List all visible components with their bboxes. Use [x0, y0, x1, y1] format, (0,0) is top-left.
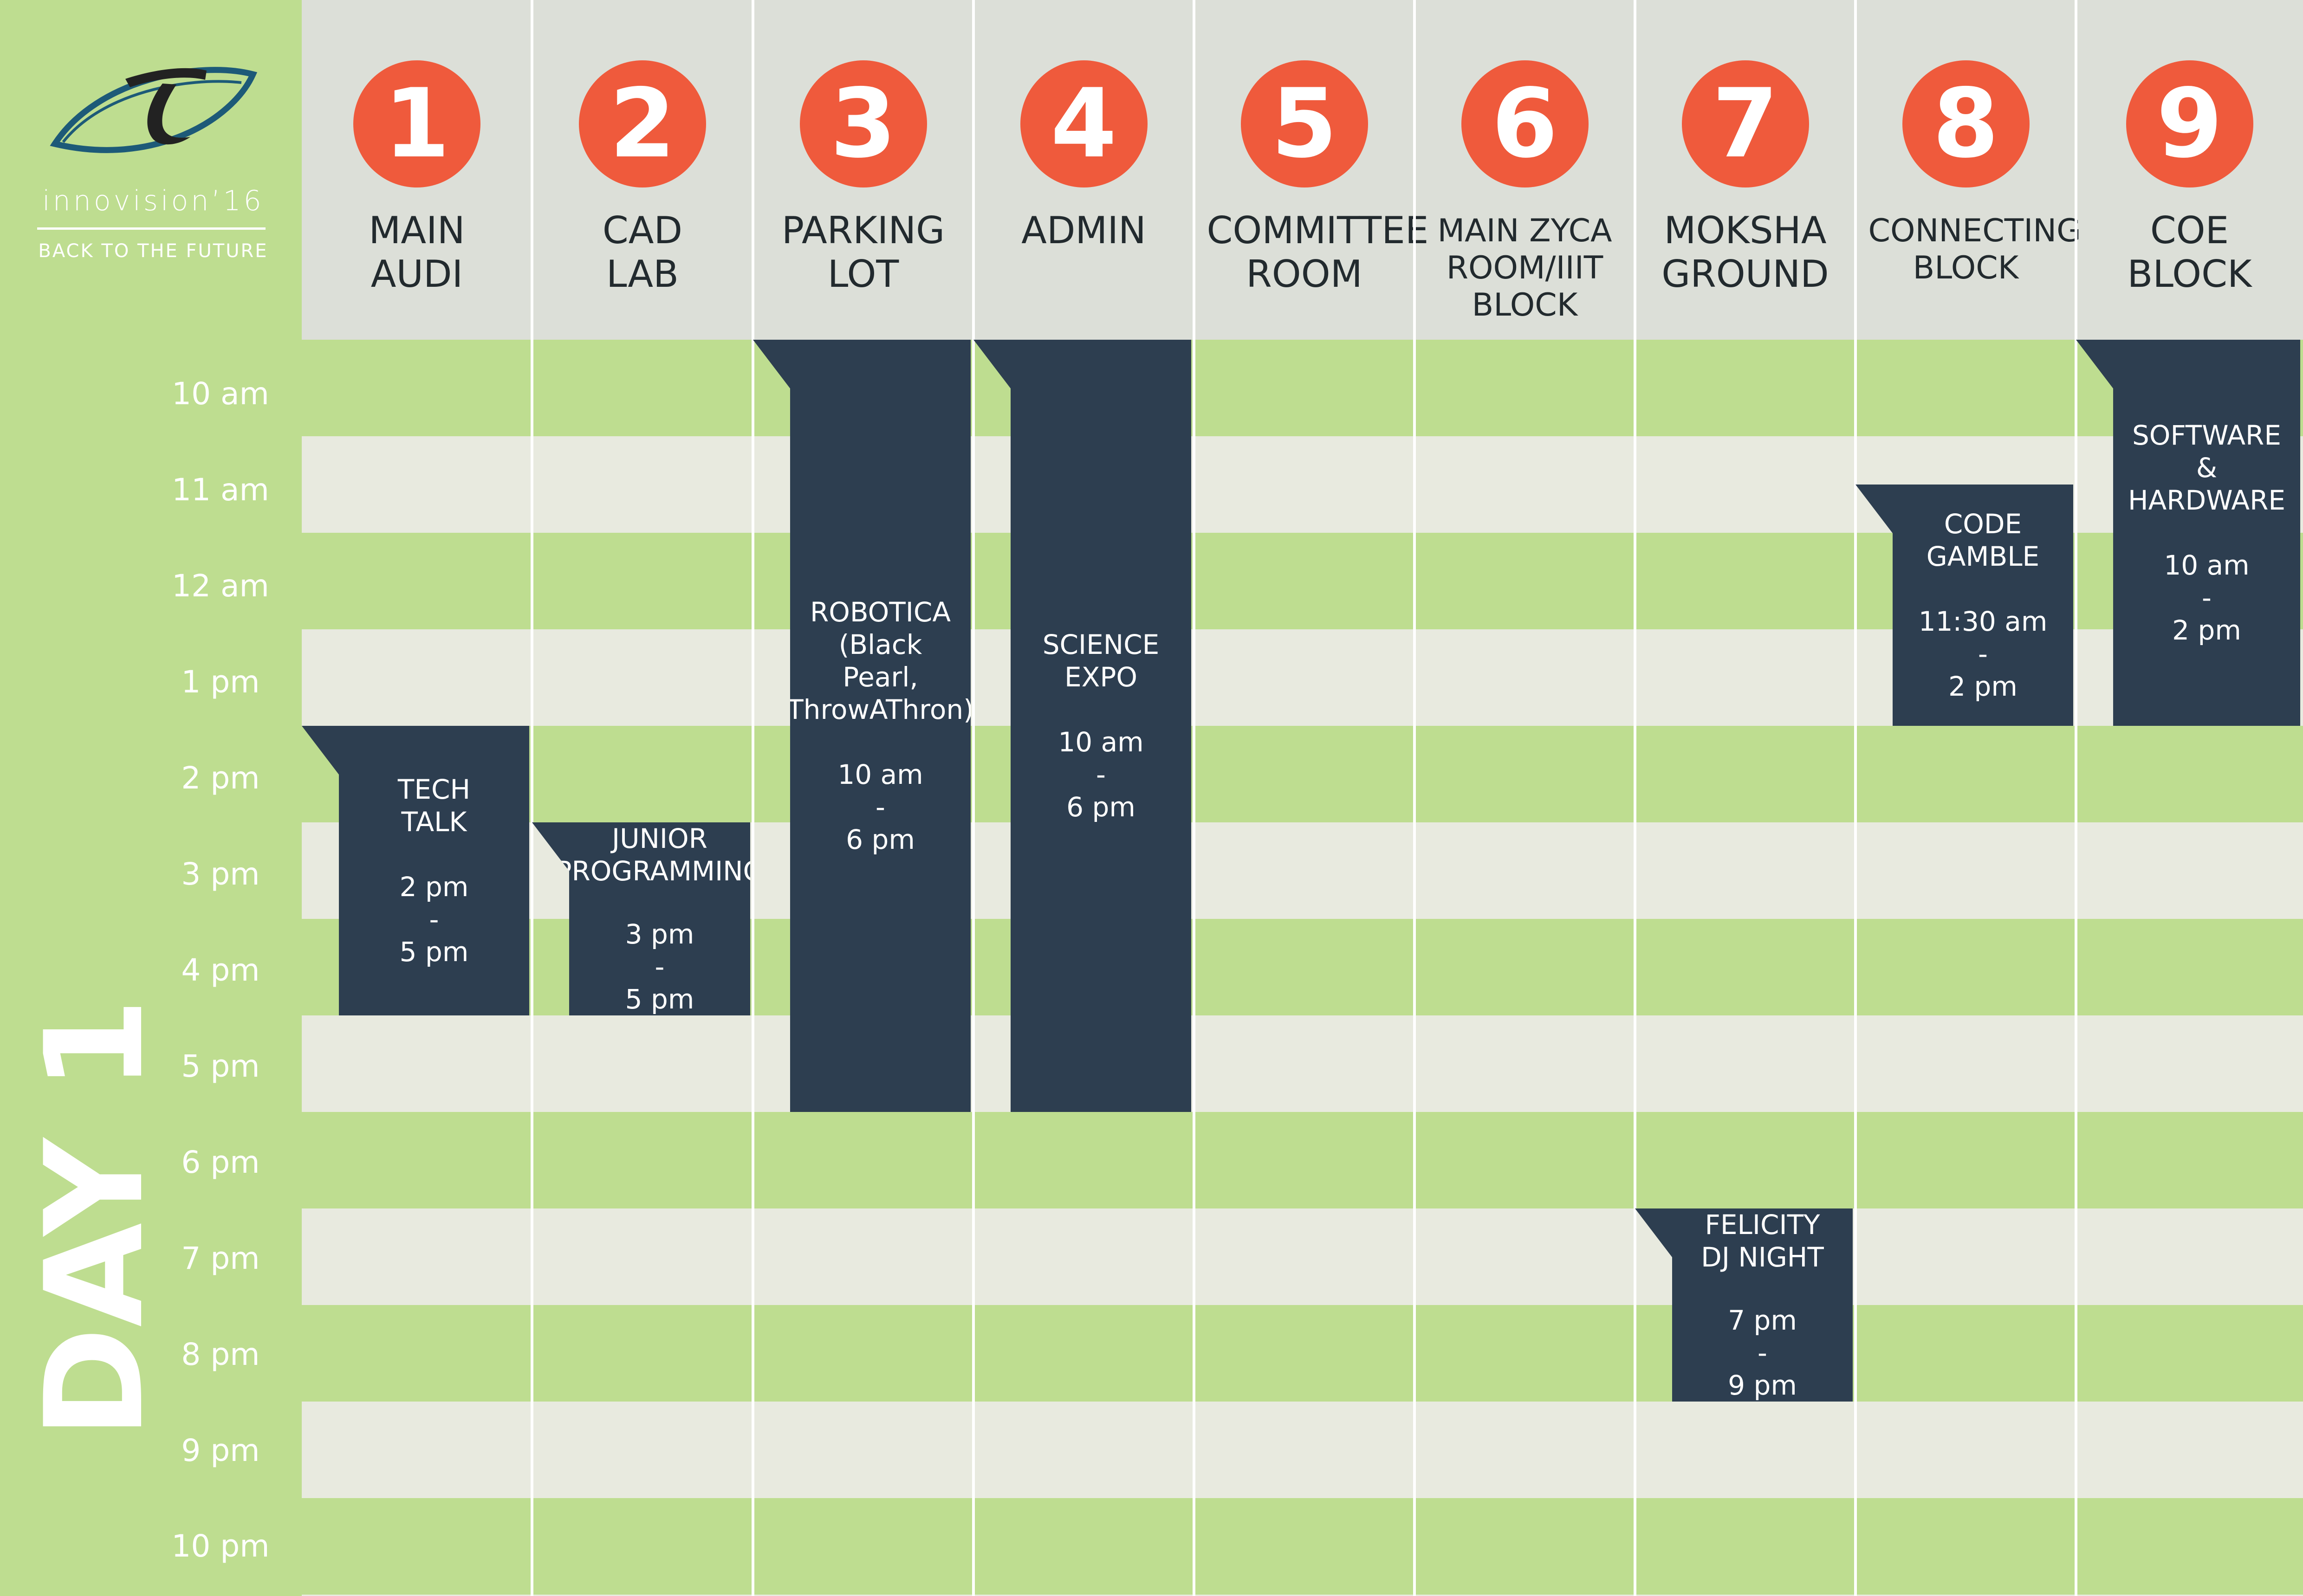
venue-number-badge: 7 [1681, 60, 1809, 187]
event-title: TECH TALK [397, 774, 471, 838]
brand-name: innovision’16 [42, 185, 264, 217]
time-label: 11 am [172, 472, 269, 508]
venue-number-badge: 1 [353, 60, 480, 187]
event-title: SCIENCE EXPO [1042, 629, 1160, 693]
event-time: 10 am - 6 pm [837, 759, 923, 855]
time-label: 1 pm [181, 664, 260, 700]
event-time: 7 pm - 9 pm [1728, 1305, 1797, 1401]
venue-name: CONNECTING BLOCK [1868, 213, 2081, 286]
column-divider [1413, 0, 1416, 1596]
sidebar: innovision’16 BACK TO THE FUTURE 10 am 11… [0, 0, 302, 1596]
venue-number-badge: 2 [579, 60, 706, 187]
day-label: DAY 1 [17, 997, 173, 1439]
venue-number-badge: 4 [1020, 60, 1148, 187]
venue-number-badge: 5 [1240, 60, 1368, 187]
time-label: 5 pm [181, 1048, 260, 1084]
time-label: 9 pm [181, 1433, 260, 1468]
grid-row [302, 726, 2303, 822]
venue-name: COMMITTEE ROOM [1207, 209, 1429, 296]
tagline: BACK TO THE FUTURE [38, 240, 268, 262]
column-divider [972, 0, 975, 1596]
grid-row [302, 1305, 2303, 1402]
event-title: SOFTWARE & HARDWARE [2128, 420, 2286, 516]
grid-row [302, 1402, 2303, 1498]
column-divider [1634, 0, 1636, 1596]
time-label: 7 pm [181, 1241, 260, 1276]
event-time: 10 am - 2 pm [2164, 549, 2250, 646]
event-title: JUNIOR PROGRAMMING [555, 823, 764, 887]
time-label: 10 pm [171, 1528, 270, 1564]
venue-number-badge: 9 [2126, 60, 2253, 187]
time-label: 2 pm [181, 760, 260, 796]
column-divider [531, 0, 533, 1596]
event-time: 10 am - 6 pm [1058, 726, 1144, 823]
grid-row [302, 1208, 2303, 1305]
event-title: FELICITY DJ NIGHT [1701, 1209, 1824, 1273]
venue-name: CAD LAB [602, 209, 683, 296]
venue-name: MOKSHA GROUND [1661, 209, 1829, 296]
event-time: 11:30 am - 2 pm [1918, 606, 2048, 702]
event-block[interactable]: SOFTWARE & HARDWARE 10 am - 2 pm [2076, 340, 2300, 726]
venue-name: MAIN ZYCA ROOM/IIIT BLOCK [1437, 213, 1612, 323]
column-divider [1854, 0, 1857, 1596]
venue-name: ADMIN [1021, 209, 1146, 252]
grid-row [302, 340, 2303, 436]
venue-number-badge: 3 [799, 60, 927, 187]
event-block[interactable]: JUNIOR PROGRAMMING 3 pm - 5 pm [532, 822, 750, 1015]
time-label: 4 pm [181, 952, 260, 988]
eye-logo-icon [50, 67, 258, 153]
event-time: 3 pm - 5 pm [625, 918, 694, 1015]
time-label: 8 pm [181, 1337, 260, 1372]
grid-row [302, 1112, 2303, 1208]
column-divider [1193, 0, 1195, 1596]
event-title: ROBOTICA (Black Pearl, ThrowAThron) [787, 596, 974, 725]
event-time: 2 pm - 5 pm [399, 871, 469, 968]
event-title: CODE GAMBLE [1926, 508, 2040, 572]
time-label: 6 pm [181, 1144, 260, 1180]
brand-divider [37, 227, 266, 230]
grid-row [302, 1498, 2303, 1595]
venue-name: PARKING LOT [781, 209, 945, 296]
time-label: 3 pm [181, 856, 260, 892]
venue-number-badge: 6 [1461, 60, 1589, 187]
time-label: 12 am [172, 568, 269, 604]
venue-number-badge: 8 [1902, 60, 2030, 187]
column-divider [752, 0, 754, 1596]
grid-row [302, 1015, 2303, 1112]
time-label: 10 am [172, 376, 269, 412]
venue-name: MAIN AUDI [369, 209, 465, 296]
column-divider [2075, 0, 2077, 1596]
event-block[interactable]: TECH TALK 2 pm - 5 pm [302, 726, 529, 1015]
grid-row [302, 1595, 2303, 1596]
venue-name: COE BLOCK [2127, 209, 2252, 296]
